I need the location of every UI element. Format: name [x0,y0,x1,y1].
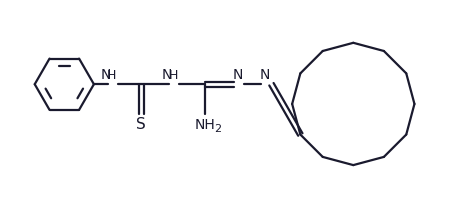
Text: H: H [169,68,178,81]
Text: N: N [101,68,111,82]
Text: S: S [136,117,146,132]
Text: H: H [107,68,116,81]
Text: 2: 2 [215,123,222,133]
Text: N: N [259,68,270,82]
Text: N: N [233,68,243,82]
Text: NH: NH [195,117,216,131]
Text: N: N [162,68,172,82]
